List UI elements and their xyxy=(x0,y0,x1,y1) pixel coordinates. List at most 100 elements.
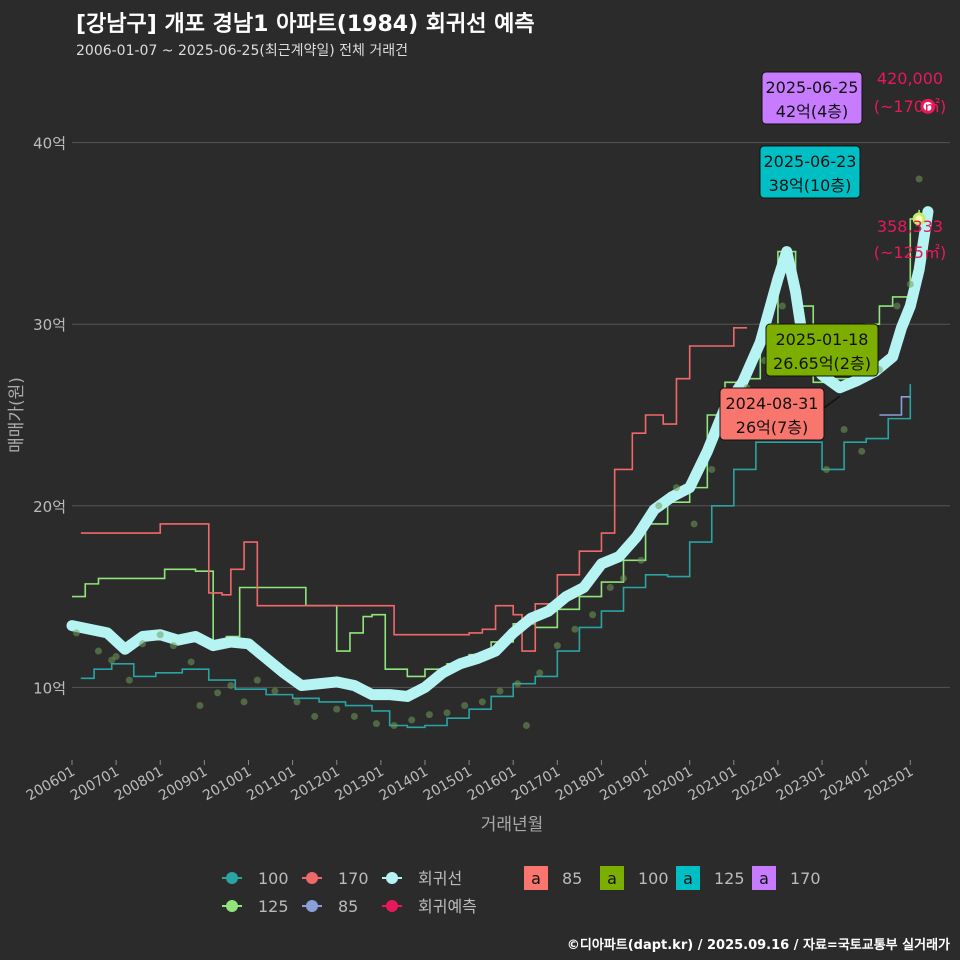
data-point xyxy=(240,698,248,706)
data-point xyxy=(778,302,786,310)
y-axis-ticks: 10억 20억 30억 40억 xyxy=(33,135,66,698)
data-point xyxy=(461,702,469,710)
data-point xyxy=(72,629,80,637)
legend-label: 170 xyxy=(338,869,369,888)
x-tick-label: 201601 xyxy=(465,764,519,805)
legend-box-label: 100 xyxy=(638,869,669,888)
data-point xyxy=(708,465,716,473)
data-point xyxy=(496,687,504,695)
legend-dot xyxy=(386,872,398,884)
data-point xyxy=(822,465,830,473)
x-tick-label: 201001 xyxy=(200,764,254,805)
data-point xyxy=(840,426,848,434)
data-point xyxy=(112,653,120,660)
data-point xyxy=(139,640,147,648)
x-tick-label: 202101 xyxy=(686,764,740,805)
data-point xyxy=(536,669,544,677)
data-point xyxy=(522,722,530,729)
annotation-date: 2025-06-25 xyxy=(766,78,859,97)
annotation-connector xyxy=(823,395,841,409)
legend-box-label: 170 xyxy=(790,869,821,888)
chart-subtitle: 2006-01-07 ~ 2025-06-25(최근계약일) 전체 거래건 xyxy=(76,43,408,59)
data-point xyxy=(589,611,597,619)
series-line-100 xyxy=(80,384,912,729)
legend-box xyxy=(600,866,624,890)
x-tick-label: 201301 xyxy=(333,764,387,805)
annotation-date: 2024-08-31 xyxy=(726,394,819,413)
legend-label: 회귀예측 xyxy=(418,897,477,916)
series-line-85 xyxy=(879,396,911,416)
legend-box xyxy=(524,866,548,890)
data-point xyxy=(311,712,319,720)
x-tick-label: 200901 xyxy=(156,764,210,805)
legend-box-glyph: a xyxy=(683,869,693,888)
legend-dot xyxy=(226,900,238,912)
prediction-point xyxy=(912,212,926,226)
x-tick-label: 201401 xyxy=(377,764,431,805)
annotation-price: 42억(4층) xyxy=(776,102,848,121)
data-point xyxy=(408,716,416,724)
data-point xyxy=(906,280,914,288)
y-tick-label: 40억 xyxy=(33,135,66,153)
annotation-date: 2025-06-23 xyxy=(764,152,857,171)
legend-box xyxy=(676,866,700,890)
data-point xyxy=(253,676,261,684)
legend-label: 100 xyxy=(258,869,289,888)
x-tick-label: 202001 xyxy=(641,764,695,805)
x-tick-label: 202301 xyxy=(774,764,828,805)
series-line-170 xyxy=(80,327,748,652)
data-point xyxy=(227,682,235,690)
data-point xyxy=(672,484,680,492)
annotation-price: 26.65억(2층) xyxy=(773,354,871,373)
x-tick-label: 200801 xyxy=(112,764,166,805)
legend-box xyxy=(752,866,776,890)
x-tick-label: 201701 xyxy=(509,764,563,805)
data-point xyxy=(187,658,195,666)
legend-box-glyph: a xyxy=(607,869,617,888)
data-point xyxy=(514,680,522,688)
grid-lines xyxy=(72,142,950,688)
x-tick-label: 201801 xyxy=(553,764,607,805)
legend-label: 85 xyxy=(338,897,358,916)
data-point xyxy=(858,447,866,455)
data-point xyxy=(606,584,614,591)
data-point xyxy=(571,625,579,633)
legend: 100 170 회귀선 125 85 회귀예측 a 85 a 100 a 125 a 170 xyxy=(222,866,821,916)
x-tick-label: 201201 xyxy=(288,764,342,805)
data-point xyxy=(156,631,164,639)
y-axis-label: 매매가(원) xyxy=(7,377,27,453)
legend-dot xyxy=(306,900,318,912)
legend-dot xyxy=(306,872,318,884)
data-point xyxy=(915,175,923,183)
y-tick-label: 10억 xyxy=(33,679,66,697)
annotation-box xyxy=(759,145,861,199)
prediction-point xyxy=(920,98,936,114)
prediction-area: (~170㎡) xyxy=(874,97,946,116)
legend-dot xyxy=(386,900,398,912)
data-point xyxy=(94,647,102,655)
data-point xyxy=(196,702,204,710)
x-axis-ticks: 2006012007012008012009012010012011012012… xyxy=(24,760,916,805)
data-point xyxy=(169,642,177,650)
prediction-value: 420,000 xyxy=(877,69,943,88)
data-point xyxy=(620,574,628,582)
scatter-layer xyxy=(72,175,923,729)
data-point xyxy=(655,502,663,510)
data-point xyxy=(893,302,901,310)
legend-box-glyph: a xyxy=(531,869,541,888)
data-point xyxy=(553,642,561,650)
legend-label: 125 xyxy=(258,897,289,916)
prediction-area: (~125㎡) xyxy=(874,243,946,262)
annotation-price: 38억(10층) xyxy=(769,176,852,195)
x-tick-label: 201101 xyxy=(244,764,298,805)
annotation-box xyxy=(765,323,879,377)
legend-box-label: 125 xyxy=(714,869,745,888)
legend-dot xyxy=(226,872,238,884)
x-tick-label: 200701 xyxy=(68,764,122,805)
x-tick-label: 202501 xyxy=(862,764,916,805)
series-line-125 xyxy=(72,209,920,678)
x-tick-label: 201501 xyxy=(421,764,475,805)
annotation-price: 26억(7층) xyxy=(736,418,808,437)
x-tick-label: 201901 xyxy=(597,764,651,805)
